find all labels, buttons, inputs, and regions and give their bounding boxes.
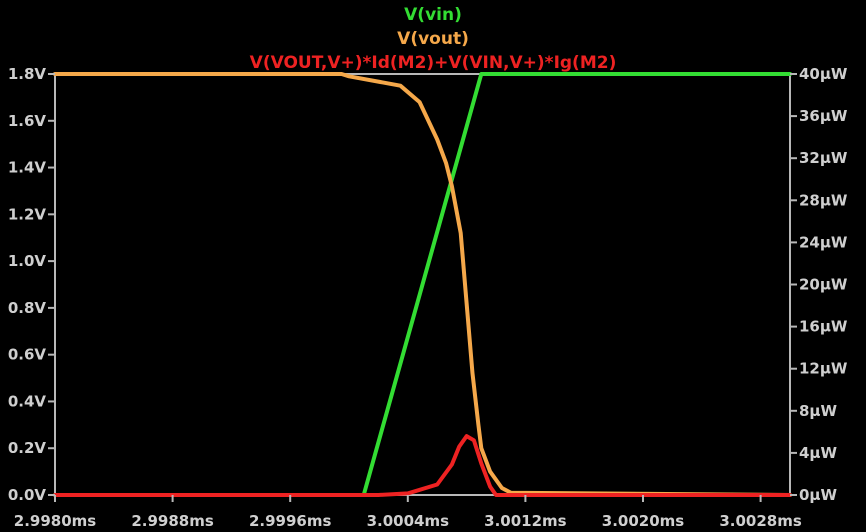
y-right-tick-label: 36µW bbox=[799, 107, 848, 125]
trace-0 bbox=[53, 72, 792, 497]
x-tick-label: 2.9996ms bbox=[249, 512, 332, 530]
trace-area bbox=[53, 72, 792, 497]
y-left-tick-label: 0.8V bbox=[8, 299, 47, 317]
y-right-tick-label: 4µW bbox=[799, 444, 837, 462]
tick-labels: 2.9980ms 2.9988ms 2.9996ms 3.0004ms 3.0012ms… bbox=[8, 65, 848, 530]
y-right-tick-label: 24µW bbox=[799, 233, 848, 251]
x-tick-label: 3.0020ms bbox=[602, 512, 685, 530]
trace-title-legend: V(vin) V(vout) V(VOUT,V+)*Id(M2)+V(VIN,V+)… bbox=[250, 5, 617, 73]
y-left-tick-label: 0.4V bbox=[8, 392, 47, 410]
y-right-tick-label: 16µW bbox=[799, 318, 848, 336]
x-tick-label: 2.9988ms bbox=[131, 512, 214, 530]
y-left-tick-label: 1.8V bbox=[8, 65, 47, 83]
y-right-tick-label: 8µW bbox=[799, 402, 837, 420]
trace-title-1: V(vout) bbox=[397, 29, 469, 49]
x-tick-label: 3.0012ms bbox=[484, 512, 567, 530]
y-right-tick-label: 32µW bbox=[799, 149, 848, 167]
y-right-tick-label: 28µW bbox=[799, 191, 848, 209]
y-left-tick-label: 1.4V bbox=[8, 159, 47, 177]
y-right-tick-label: 40µW bbox=[799, 65, 848, 83]
trace-title-2: V(VOUT,V+)*Id(M2)+V(VIN,V+)*Ig(M2) bbox=[250, 53, 617, 73]
trace-title-0: V(vin) bbox=[404, 5, 462, 25]
y-right-tick-label: 12µW bbox=[799, 360, 848, 378]
y-left-tick-label: 0.0V bbox=[8, 486, 47, 504]
y-left-tick-label: 1.6V bbox=[8, 112, 47, 130]
y-left-tick-label: 0.6V bbox=[8, 346, 47, 364]
x-tick-label: 3.0004ms bbox=[367, 512, 450, 530]
y-left-tick-label: 1.0V bbox=[8, 252, 47, 270]
y-right-tick-label: 20µW bbox=[799, 276, 848, 294]
x-tick-label: 2.9980ms bbox=[14, 512, 97, 530]
y-left-tick-label: 1.2V bbox=[8, 205, 47, 223]
y-left-tick-label: 0.2V bbox=[8, 439, 47, 457]
x-tick-label: 3.0028ms bbox=[719, 512, 802, 530]
y-right-tick-label: 0µW bbox=[799, 486, 837, 504]
trace-2 bbox=[53, 434, 792, 497]
